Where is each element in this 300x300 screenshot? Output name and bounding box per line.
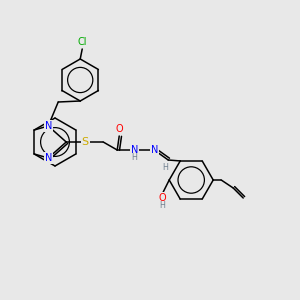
Text: N: N [151,145,158,155]
Text: N: N [44,153,52,163]
Text: O: O [116,124,123,134]
Text: S: S [82,137,89,147]
Text: N: N [130,145,138,155]
Text: O: O [158,193,166,203]
Text: Cl: Cl [77,37,87,47]
Text: N: N [44,121,52,131]
Text: H: H [159,202,165,211]
Text: H: H [131,154,137,163]
Text: H: H [162,164,168,172]
